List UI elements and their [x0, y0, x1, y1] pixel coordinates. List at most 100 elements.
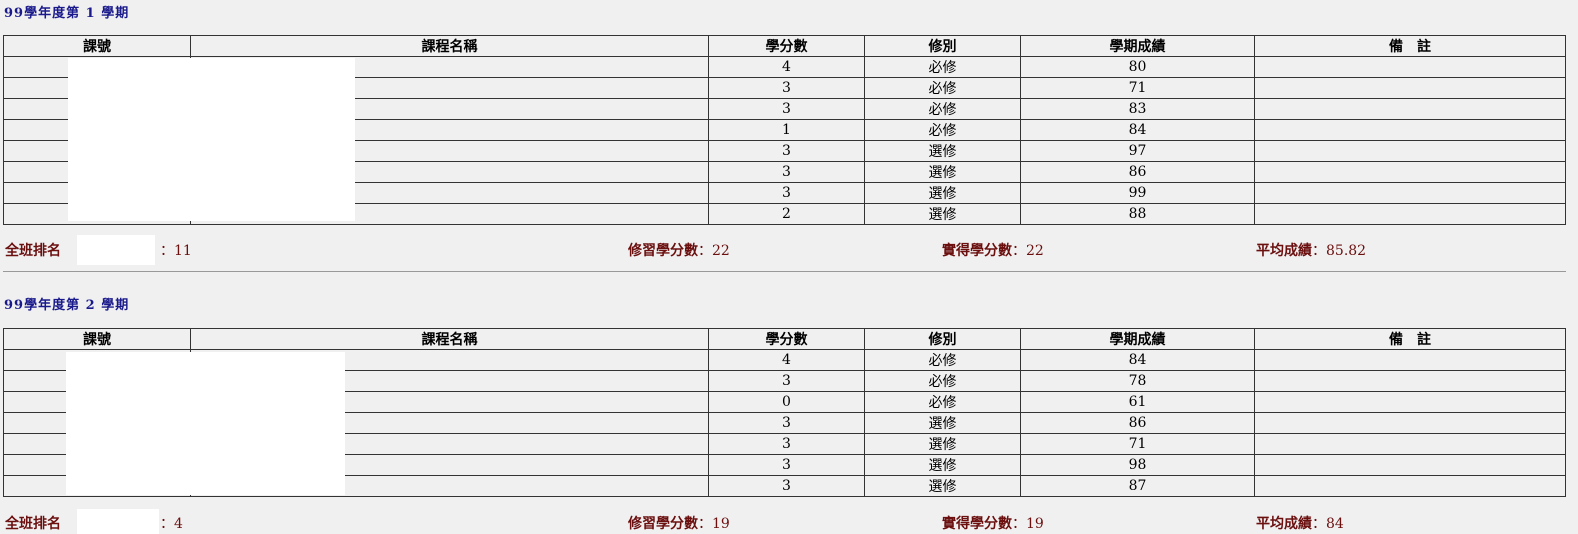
credits: 2 [708, 203, 865, 225]
course-type: 選修 [864, 203, 1021, 225]
rank-value: ：4 [160, 516, 183, 532]
course-type: 必修 [864, 370, 1021, 392]
course-type: 選修 [864, 454, 1021, 476]
score: 83 [1020, 98, 1255, 120]
redaction [66, 352, 345, 495]
taken-label: 修習學分數 [628, 243, 698, 259]
score: 84 [1020, 349, 1255, 371]
remarks [1254, 475, 1566, 497]
credits: 3 [708, 370, 865, 392]
earned-summary: 實得學分數：19 [942, 513, 1044, 533]
credits: 3 [708, 475, 865, 497]
score: 99 [1020, 182, 1255, 204]
course-type: 必修 [864, 391, 1021, 413]
score: 71 [1020, 433, 1255, 455]
header-row: 課號 課程名稱 學分數 修別 學期成績備 註 [3, 328, 1566, 350]
remarks [1254, 433, 1566, 455]
avg-value: ：84 [1312, 516, 1344, 532]
remarks [1254, 370, 1566, 392]
credits: 3 [708, 433, 865, 455]
semester-title: 99學年度第 2 學期 [4, 298, 130, 313]
course-type: 選修 [864, 182, 1021, 204]
semester-divider [3, 271, 1566, 272]
remarks [1254, 182, 1566, 204]
earned-label: 實得學分數 [942, 516, 1012, 532]
avg-summary: 平均成績：84 [1256, 513, 1344, 533]
remarks [1254, 98, 1566, 120]
column-header: 學期成績 [1020, 35, 1255, 57]
column-header: 課程名稱 [190, 328, 709, 350]
avg-summary: 平均成績：85.82 [1256, 240, 1366, 260]
earned-value: ：19 [1012, 516, 1044, 532]
column-header: 課程名稱 [190, 35, 709, 57]
credits: 4 [708, 56, 865, 78]
column-header: 修別 [864, 35, 1021, 57]
header-row: 課號 課程名稱 學分數 修別 學期成績備 註 [3, 35, 1566, 57]
credits: 3 [708, 161, 865, 183]
semester-title: 99學年度第 1 學期 [4, 6, 130, 21]
earned-label: 實得學分數 [942, 243, 1012, 259]
remarks [1254, 391, 1566, 413]
course-type: 必修 [864, 77, 1021, 99]
score: 61 [1020, 391, 1255, 413]
remarks [1254, 56, 1566, 78]
credits: 1 [708, 119, 865, 141]
score: 78 [1020, 370, 1255, 392]
column-header: 課號 [3, 328, 191, 350]
course-type: 必修 [864, 56, 1021, 78]
credits: 3 [708, 140, 865, 162]
remarks [1254, 161, 1566, 183]
credits: 3 [708, 412, 865, 434]
column-header: 備 註 [1254, 328, 1566, 350]
course-type: 選修 [864, 433, 1021, 455]
avg-label: 平均成績 [1256, 243, 1312, 259]
rank-label: 全班排名 [5, 243, 61, 259]
score: 97 [1020, 140, 1255, 162]
credits: 3 [708, 77, 865, 99]
course-type: 選修 [864, 475, 1021, 497]
course-type: 必修 [864, 98, 1021, 120]
credits: 3 [708, 98, 865, 120]
rank-label: 全班排名 [5, 516, 61, 532]
column-header: 備 註 [1254, 35, 1566, 57]
column-header: 學期成績 [1020, 328, 1255, 350]
remarks [1254, 119, 1566, 141]
score: 86 [1020, 412, 1255, 434]
remarks [1254, 349, 1566, 371]
redaction [68, 58, 355, 221]
credits: 0 [708, 391, 865, 413]
column-header: 學分數 [708, 35, 865, 57]
redaction [77, 509, 159, 534]
taken-summary: 修習學分數：19 [628, 513, 730, 533]
score: 84 [1020, 119, 1255, 141]
taken-value: ：19 [698, 516, 730, 532]
remarks [1254, 454, 1566, 476]
score: 87 [1020, 475, 1255, 497]
earned-summary: 實得學分數：22 [942, 240, 1044, 260]
earned-value: ：22 [1012, 243, 1044, 259]
rank-value: ：11 [160, 243, 192, 259]
taken-label: 修習學分數 [628, 516, 698, 532]
score: 98 [1020, 454, 1255, 476]
course-type: 必修 [864, 349, 1021, 371]
column-header: 修別 [864, 328, 1021, 350]
column-header: 課號 [3, 35, 191, 57]
credits: 3 [708, 454, 865, 476]
score: 86 [1020, 161, 1255, 183]
taken-value: ：22 [698, 243, 730, 259]
course-type: 必修 [864, 119, 1021, 141]
credits: 3 [708, 182, 865, 204]
score: 88 [1020, 203, 1255, 225]
course-type: 選修 [864, 161, 1021, 183]
taken-summary: 修習學分數：22 [628, 240, 730, 260]
course-type: 選修 [864, 140, 1021, 162]
course-type: 選修 [864, 412, 1021, 434]
remarks [1254, 203, 1566, 225]
avg-label: 平均成績 [1256, 516, 1312, 532]
redaction [77, 235, 155, 265]
score: 80 [1020, 56, 1255, 78]
remarks [1254, 412, 1566, 434]
credits: 4 [708, 349, 865, 371]
column-header: 學分數 [708, 328, 865, 350]
score: 71 [1020, 77, 1255, 99]
